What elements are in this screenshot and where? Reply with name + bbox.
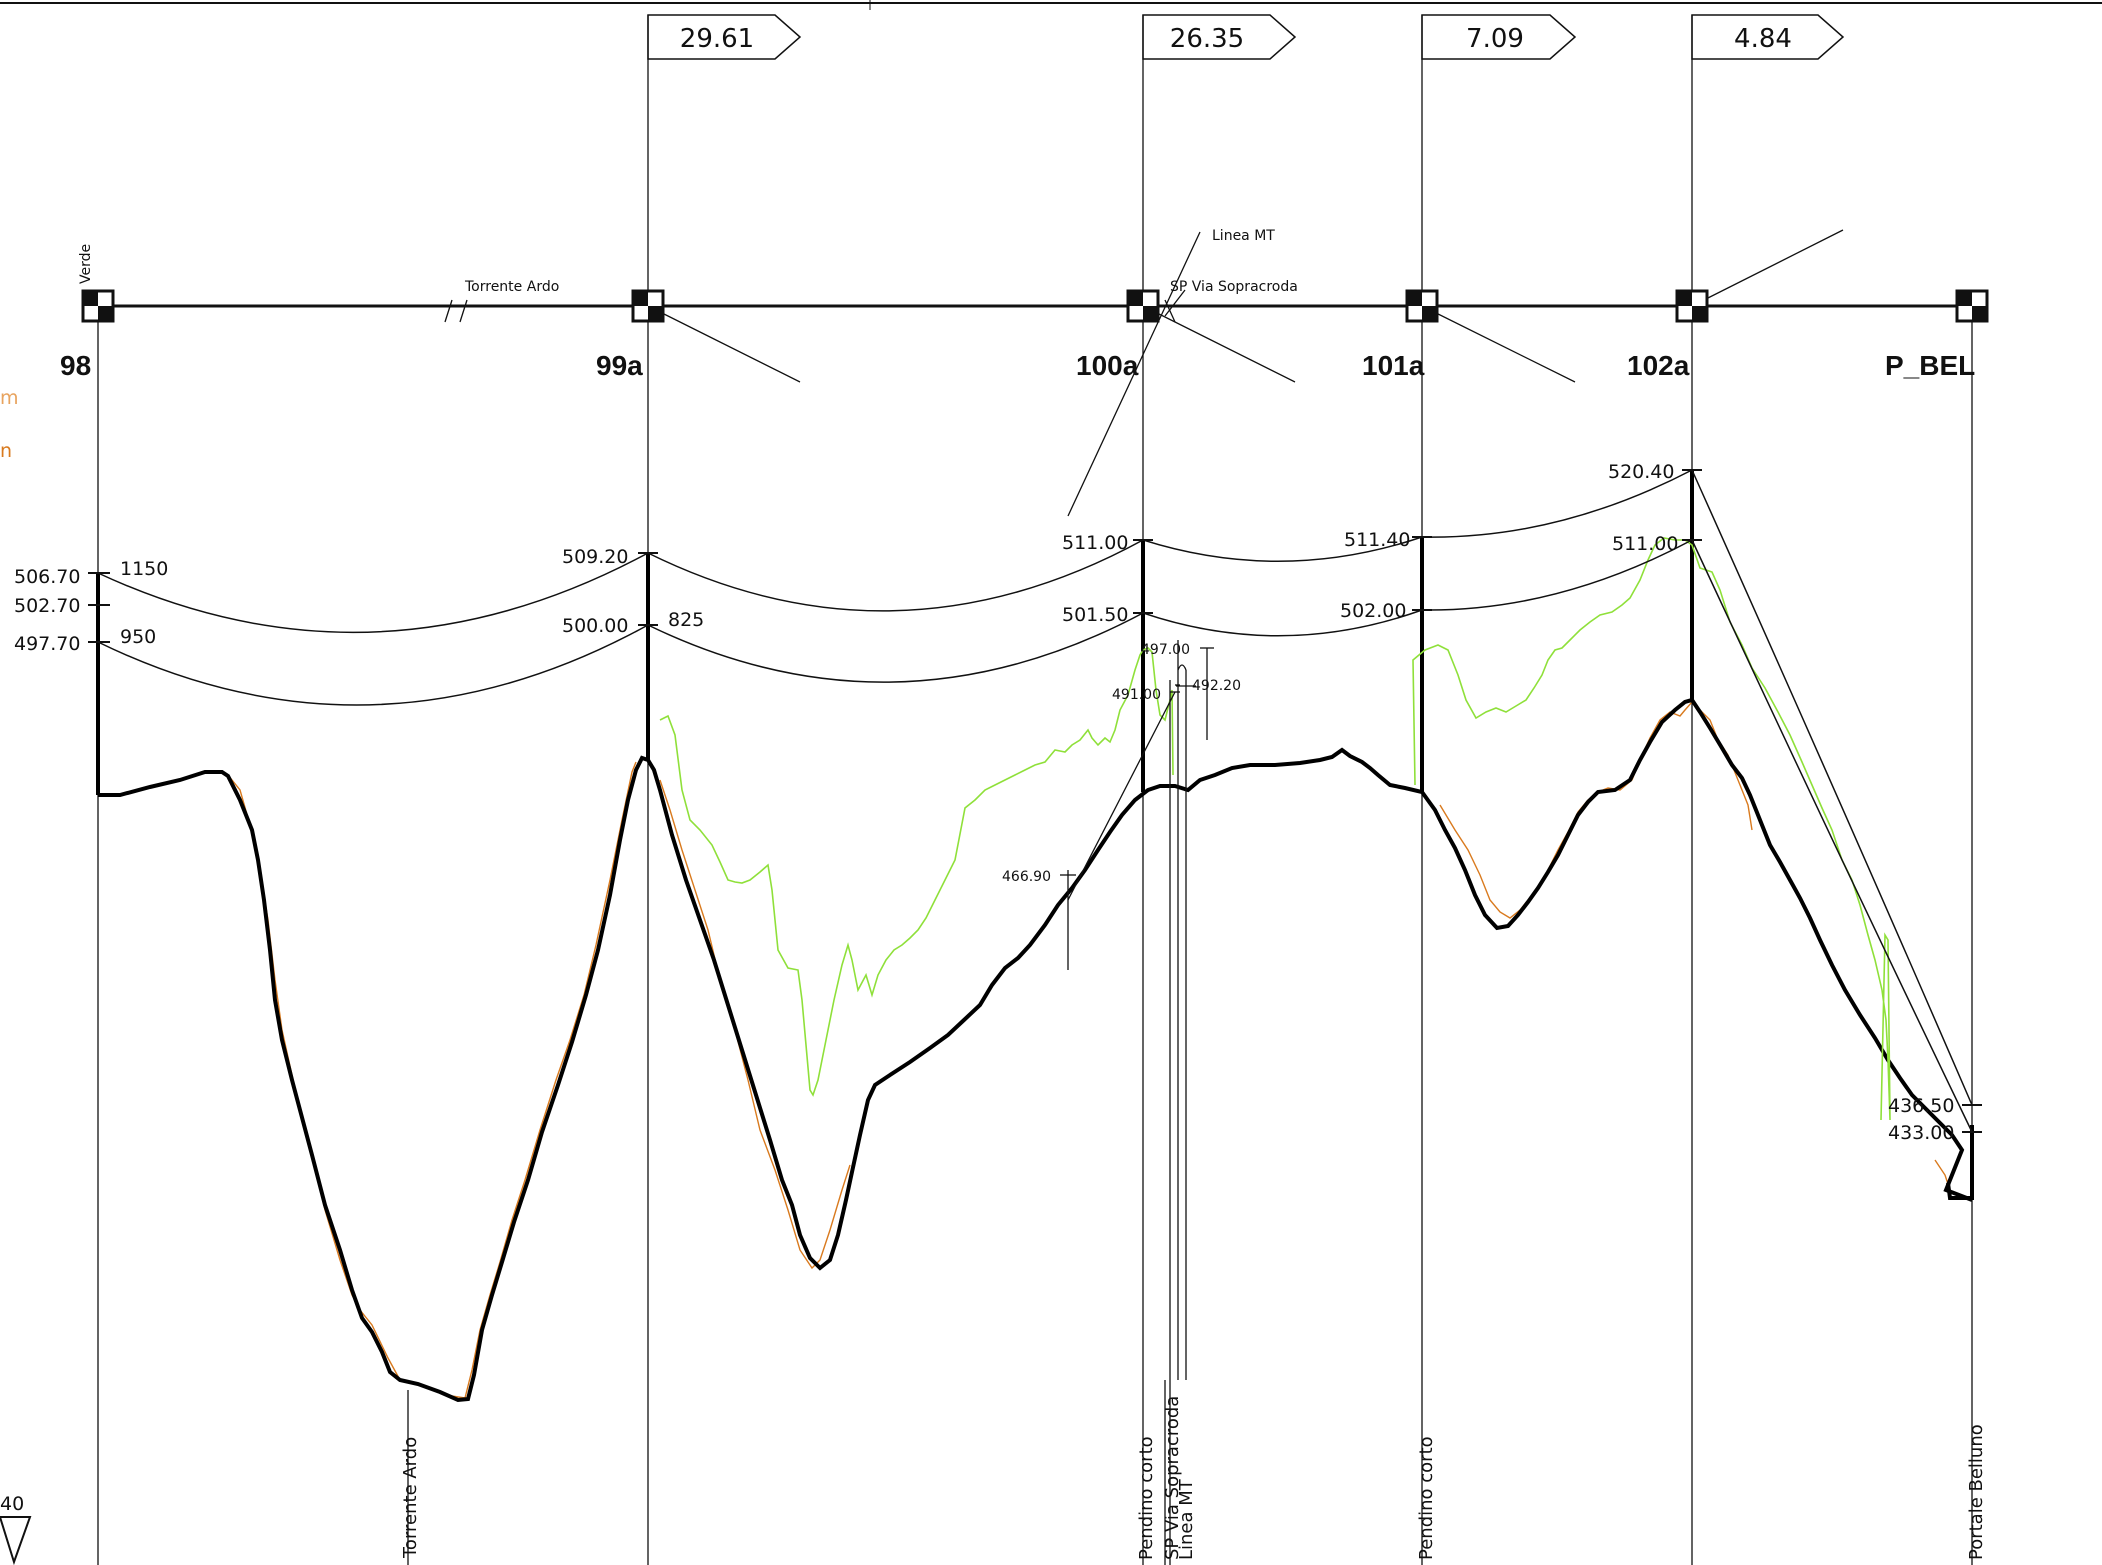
plan-markers: [81, 289, 1989, 323]
elev-99a-low: 500.00: [562, 615, 628, 637]
plan-marker-101a: [1405, 289, 1439, 323]
conductor-lower-span1: [97, 624, 649, 706]
span-box-99a: 29.61: [647, 14, 802, 60]
bottom-label-linea-mt: Linea MT: [1176, 1478, 1197, 1560]
elev-98-top: 506.70: [14, 566, 80, 588]
crossing-symbols: [444, 231, 1201, 517]
bottom-label-pendino-1: Pendino corto: [1136, 1436, 1157, 1560]
plan-marker-p-bel: [1955, 289, 1989, 323]
conductor-upper-span2: [647, 539, 1144, 612]
elev-98-low: 497.70: [14, 633, 80, 655]
ground-profile: [98, 697, 1973, 1403]
conductor-lower-span4: [1421, 539, 1693, 611]
torrente-cross-mark-b: [459, 299, 468, 323]
left-fragment-3: 40: [0, 1493, 24, 1515]
elev-102a-low: 511.00: [1612, 533, 1678, 555]
tension-99a: 825: [668, 609, 704, 631]
sp-cross-mark-a: [1164, 289, 1186, 317]
conductor-upper-span1: [97, 552, 649, 634]
datum-triangle-icon: [0, 1516, 32, 1565]
elev-p-bel-low: 433.00: [1888, 1122, 1954, 1144]
pole-label-p-bel: P_BEL: [1885, 350, 1975, 381]
span-box-100a: 26.35: [1142, 14, 1297, 60]
span-label: 29.61: [680, 24, 754, 54]
ground-end-p-bel: [1946, 1125, 1974, 1200]
elev-100a-b: 491.00: [1112, 687, 1161, 703]
conductor-upper-span4: [1421, 469, 1693, 538]
pole-label-102a: 102a: [1627, 350, 1690, 381]
elev-100a-low: 501.50: [1062, 604, 1128, 626]
plan-marker-100a: [1126, 289, 1160, 323]
bottom-label-torrente: Torrente Ardo: [400, 1437, 421, 1559]
elev-98-mid: 502.70: [14, 595, 80, 617]
conductor-lower-span2: [647, 612, 1144, 683]
clearance-profile-right: [1412, 537, 1891, 1121]
conductor-lower-span3: [1142, 609, 1423, 637]
torrente-cross-mark-a: [444, 299, 453, 323]
conductor-lower-span5: [1691, 539, 1973, 1133]
span-label: 4.84: [1734, 24, 1792, 54]
tension-98-upper: 1150: [120, 558, 168, 580]
conductor-upper-span5: [1691, 469, 1973, 1106]
bottom-label-sp: SP Via Sopracroda: [1162, 1396, 1183, 1560]
linea-mt-leader: [1067, 231, 1201, 517]
pole-label-101a: 101a: [1362, 350, 1425, 381]
tension-98-lower: 950: [120, 626, 156, 648]
bottom-label-portale: Portale Belluno: [1966, 1424, 1987, 1560]
mt-diagonal: [1067, 691, 1176, 901]
span-box-101a: 7.09: [1421, 14, 1577, 60]
elev-102a-top: 520.40: [1608, 461, 1674, 483]
plan-label-torrente: Torrente Ardo: [464, 279, 559, 295]
conductors: [97, 469, 1973, 1133]
pole-label-98: 98: [60, 350, 91, 381]
pole-label-99a: 99a: [596, 350, 643, 381]
span-box-102a: 4.84: [1691, 14, 1845, 60]
elev-101a-top: 511.40: [1344, 529, 1410, 551]
clearance-profile: [659, 647, 1174, 1097]
elevation-ticks: [88, 469, 1982, 1133]
elev-101a-low: 502.00: [1340, 600, 1406, 622]
span-label: 7.09: [1466, 24, 1524, 54]
elev-100a-top: 511.00: [1062, 532, 1128, 554]
plan-label-verde: Verde: [78, 244, 94, 284]
obstacle-markers: [1060, 640, 1214, 1380]
survey-profile-right: [1439, 700, 1951, 1191]
plan-marker-99a: [631, 289, 665, 323]
plan-label-sp: SP Via Sopracroda: [1170, 279, 1298, 295]
angle-lines: [647, 229, 1844, 383]
elev-p-bel-top: 436.50: [1888, 1095, 1954, 1117]
conductor-upper-span3: [1142, 536, 1423, 563]
elev-99a-top: 509.20: [562, 546, 628, 568]
left-fragment-1: m: [0, 387, 19, 409]
survey-profile: [227, 761, 851, 1399]
plan-marker-102a: [1675, 289, 1709, 323]
elev-100a-c: 492.20: [1192, 678, 1241, 694]
bottom-crossing-lines: [407, 1380, 1171, 1565]
plan-label-linea-mt: Linea MT: [1212, 228, 1275, 244]
span-label: 26.35: [1170, 24, 1244, 54]
elev-100a-mt: 466.90: [1002, 869, 1051, 885]
left-fragment-2: n: [0, 440, 12, 462]
elev-100a-a: 497.00: [1141, 642, 1190, 658]
pole-label-100a: 100a: [1076, 350, 1139, 381]
pole-lines: [97, 15, 1973, 1565]
plan-marker-98: [81, 289, 115, 323]
bottom-label-pendino-2: Pendino corto: [1416, 1436, 1437, 1560]
